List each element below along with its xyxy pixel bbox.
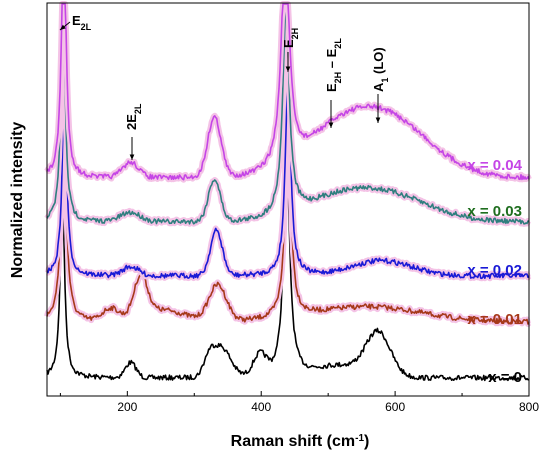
series-labels: x = 0 x = 0.01 x = 0.02 x = 0.03 x = 0.04 xyxy=(467,157,522,386)
x-tick-label: 400 xyxy=(251,400,271,414)
series-label: x = 0.03 xyxy=(467,203,522,220)
annotation-label: E2H xyxy=(281,28,300,48)
peak-annotation: A1 (LO) xyxy=(371,47,390,123)
annotation-label: 2E2L xyxy=(124,103,143,130)
peak-annotations: E2L 2E2L E2H – E2L E2H A1 (LO) xyxy=(59,13,390,160)
series-label: x = 0.02 xyxy=(467,262,522,279)
peak-annotation: E2H xyxy=(281,28,300,72)
series-label: x = 0.01 xyxy=(467,311,522,328)
series-line xyxy=(46,3,530,181)
annotation-label: E2L xyxy=(72,13,92,32)
x-tick-label: 200 xyxy=(117,400,137,414)
peak-annotation: E2L xyxy=(59,13,92,32)
spectra-curves xyxy=(44,1,532,382)
x-tick-label: 800 xyxy=(519,400,539,414)
peak-annotation: 2E2L xyxy=(124,103,143,160)
peak-annotation: E2H – E2L xyxy=(324,38,343,128)
series-label: x = 0.04 xyxy=(467,157,522,174)
arrow-head xyxy=(328,122,334,128)
arrow-head xyxy=(60,24,66,30)
annotation-label: E2H – E2L xyxy=(324,38,343,92)
arrow-head xyxy=(285,66,291,72)
y-axis-title: Normalized intensity xyxy=(9,122,26,279)
x-axis-title: Raman shift (cm-1) xyxy=(231,433,370,451)
x-axis-ticks: 200 400 600 800 xyxy=(59,391,539,414)
x-tick-label: 600 xyxy=(385,400,405,414)
series-label: x = 0 xyxy=(488,369,522,386)
arrow-head xyxy=(375,117,381,123)
annotation-label: A1 (LO) xyxy=(371,47,390,92)
arrow-head xyxy=(129,154,135,160)
plot-frame xyxy=(46,2,530,397)
